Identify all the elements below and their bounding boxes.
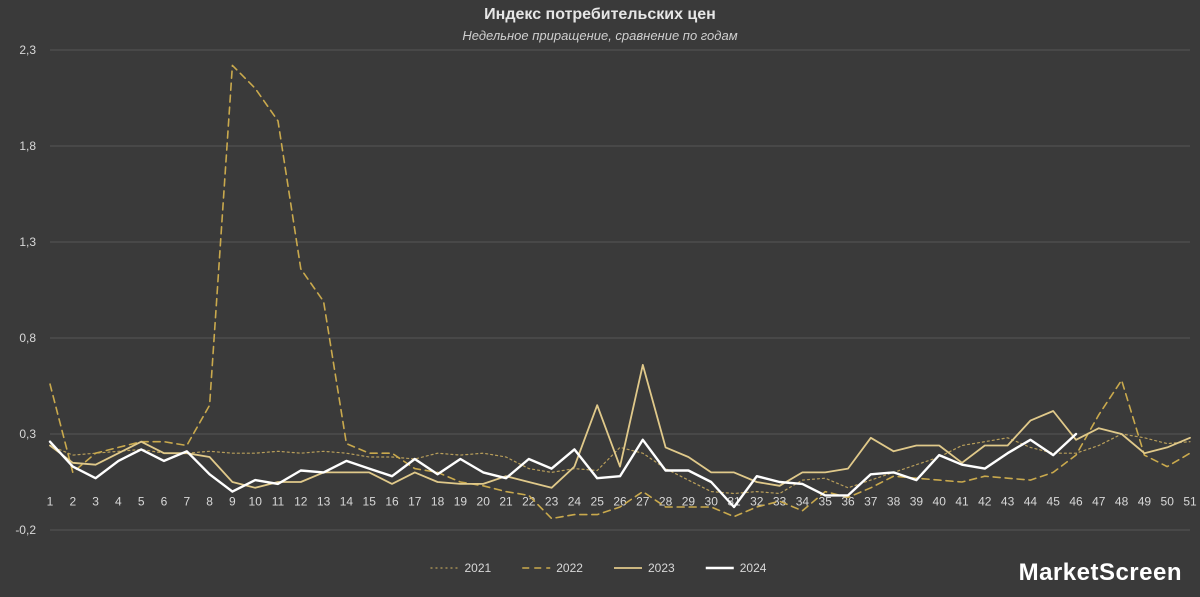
x-tick-label: 35 (819, 495, 833, 509)
legend-label: 2022 (556, 561, 583, 575)
line-chart: -0,20,30,81,31,82,3123456789101112131415… (0, 0, 1200, 597)
x-tick-label: 12 (294, 495, 308, 509)
x-tick-label: 24 (568, 495, 582, 509)
x-tick-label: 6 (161, 495, 168, 509)
legend-label: 2021 (464, 561, 491, 575)
x-tick-label: 44 (1024, 495, 1038, 509)
x-tick-label: 9 (229, 495, 236, 509)
legend-label: 2023 (648, 561, 675, 575)
series-2022 (50, 65, 1190, 518)
x-tick-label: 49 (1138, 495, 1152, 509)
x-tick-label: 4 (115, 495, 122, 509)
x-tick-label: 17 (408, 495, 422, 509)
x-tick-label: 19 (454, 495, 468, 509)
x-tick-label: 23 (545, 495, 559, 509)
x-tick-label: 2 (69, 495, 76, 509)
legend-label: 2024 (740, 561, 767, 575)
x-tick-label: 40 (933, 495, 947, 509)
x-tick-label: 8 (206, 495, 213, 509)
x-tick-label: 38 (887, 495, 901, 509)
chart-container: { "title": "Индекс потребительских цен",… (0, 0, 1200, 597)
y-tick-label: 1,3 (19, 235, 36, 249)
x-tick-label: 25 (591, 495, 605, 509)
x-tick-label: 37 (864, 495, 878, 509)
x-tick-label: 42 (978, 495, 992, 509)
x-tick-label: 48 (1115, 495, 1129, 509)
x-tick-label: 47 (1092, 495, 1106, 509)
x-tick-label: 20 (477, 495, 491, 509)
x-tick-label: 13 (317, 495, 331, 509)
y-tick-label: 2,3 (19, 43, 36, 57)
watermark: MarketScreen (1019, 559, 1182, 587)
x-tick-label: 45 (1047, 495, 1061, 509)
x-tick-label: 1 (47, 495, 54, 509)
x-tick-label: 7 (183, 495, 190, 509)
x-tick-label: 43 (1001, 495, 1015, 509)
x-tick-label: 15 (363, 495, 377, 509)
x-tick-label: 51 (1183, 495, 1197, 509)
y-tick-label: 1,8 (19, 139, 36, 153)
x-tick-label: 27 (636, 495, 650, 509)
x-tick-label: 16 (385, 495, 399, 509)
y-tick-label: 0,3 (19, 427, 36, 441)
x-tick-label: 21 (499, 495, 513, 509)
y-tick-label: 0,8 (19, 331, 36, 345)
series-2023 (50, 365, 1190, 488)
x-tick-label: 22 (522, 495, 536, 509)
x-tick-label: 39 (910, 495, 924, 509)
x-tick-label: 50 (1161, 495, 1175, 509)
x-tick-label: 14 (340, 495, 354, 509)
x-tick-label: 5 (138, 495, 145, 509)
x-tick-label: 10 (249, 495, 263, 509)
x-tick-label: 46 (1069, 495, 1083, 509)
x-tick-label: 41 (955, 495, 969, 509)
y-tick-label: -0,2 (15, 523, 36, 537)
x-tick-label: 18 (431, 495, 445, 509)
x-tick-label: 11 (272, 495, 285, 509)
x-tick-label: 3 (92, 495, 99, 509)
